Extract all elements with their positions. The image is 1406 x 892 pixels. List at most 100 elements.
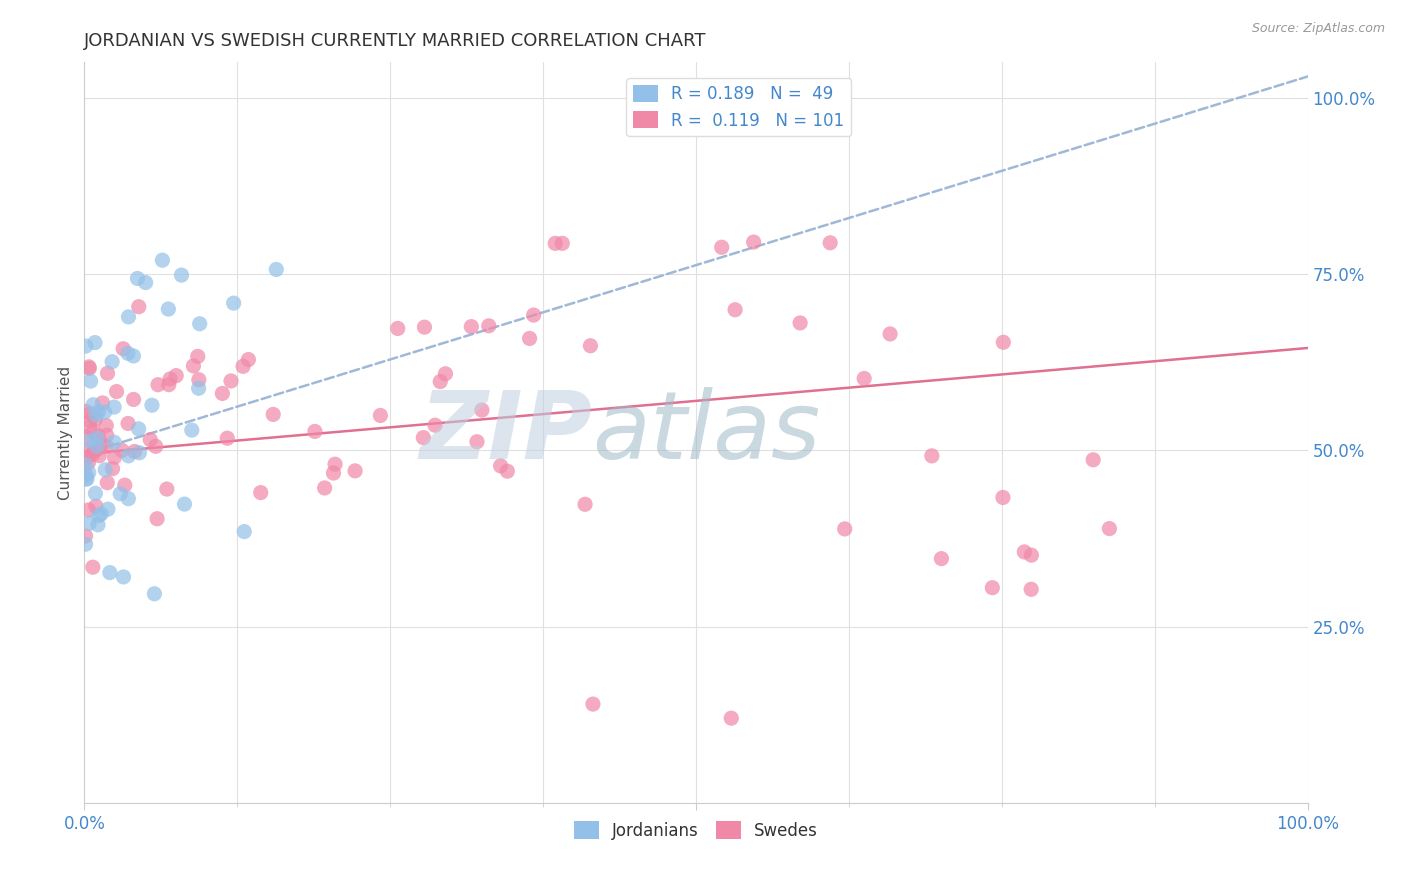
- Point: [238, 352, 260, 367]
- Point: [478, 318, 501, 333]
- Point: [77, 503, 100, 517]
- Point: [82, 424, 104, 438]
- Point: [91, 396, 114, 410]
- Point: [103, 435, 125, 450]
- Point: [217, 431, 239, 445]
- Point: [112, 342, 135, 356]
- Point: [111, 443, 134, 458]
- Point: [370, 409, 392, 423]
- Point: [156, 482, 179, 496]
- Point: [146, 512, 169, 526]
- Point: [75, 529, 97, 543]
- Point: [117, 417, 139, 431]
- Point: [86, 439, 108, 453]
- Point: [75, 472, 97, 486]
- Point: [1021, 548, 1043, 562]
- Point: [97, 502, 120, 516]
- Point: [165, 368, 187, 383]
- Point: [551, 236, 574, 251]
- Point: [544, 236, 567, 251]
- Point: [110, 487, 132, 501]
- Point: [135, 276, 157, 290]
- Point: [879, 326, 901, 341]
- Point: [96, 440, 118, 454]
- Point: [222, 296, 245, 310]
- Point: [139, 433, 162, 447]
- Point: [981, 581, 1004, 595]
- Point: [720, 711, 742, 725]
- Point: [187, 350, 209, 364]
- Point: [314, 481, 336, 495]
- Point: [412, 431, 434, 445]
- Point: [79, 374, 101, 388]
- Point: [1019, 582, 1042, 597]
- Legend: Jordanians, Swedes: Jordanians, Swedes: [568, 814, 824, 847]
- Point: [77, 361, 100, 376]
- Point: [79, 414, 101, 428]
- Text: Source: ZipAtlas.com: Source: ZipAtlas.com: [1251, 22, 1385, 36]
- Point: [112, 570, 135, 584]
- Point: [323, 457, 346, 471]
- Point: [75, 339, 97, 353]
- Point: [128, 300, 150, 314]
- Point: [90, 507, 112, 521]
- Point: [249, 485, 271, 500]
- Point: [170, 268, 193, 282]
- Point: [143, 587, 166, 601]
- Point: [84, 412, 107, 426]
- Point: [188, 317, 211, 331]
- Point: [87, 442, 110, 456]
- Point: [96, 366, 118, 380]
- Point: [79, 434, 101, 448]
- Point: [93, 405, 115, 419]
- Point: [789, 316, 811, 330]
- Point: [94, 463, 117, 477]
- Point: [460, 319, 482, 334]
- Point: [117, 449, 139, 463]
- Point: [77, 443, 100, 458]
- Point: [76, 450, 98, 465]
- Point: [523, 308, 546, 322]
- Point: [82, 447, 104, 461]
- Point: [219, 374, 242, 388]
- Point: [262, 408, 284, 422]
- Point: [183, 359, 205, 373]
- Point: [465, 434, 488, 449]
- Point: [76, 472, 98, 486]
- Point: [96, 475, 118, 490]
- Point: [75, 468, 97, 483]
- Y-axis label: Currently Married: Currently Married: [58, 366, 73, 500]
- Point: [931, 551, 953, 566]
- Point: [429, 375, 451, 389]
- Point: [75, 537, 97, 551]
- Point: [423, 418, 446, 433]
- Point: [82, 560, 104, 574]
- Point: [124, 444, 146, 458]
- Point: [105, 384, 128, 399]
- Point: [1081, 452, 1104, 467]
- Point: [232, 359, 254, 374]
- Point: [75, 404, 97, 418]
- Point: [152, 253, 174, 268]
- Point: [84, 499, 107, 513]
- Point: [434, 367, 457, 381]
- Point: [266, 262, 288, 277]
- Point: [471, 403, 494, 417]
- Point: [75, 458, 97, 472]
- Point: [304, 425, 326, 439]
- Point: [921, 449, 943, 463]
- Point: [582, 697, 605, 711]
- Point: [834, 522, 856, 536]
- Point: [75, 430, 97, 444]
- Point: [89, 449, 111, 463]
- Point: [322, 466, 344, 480]
- Point: [496, 464, 519, 478]
- Point: [101, 354, 124, 368]
- Point: [87, 429, 110, 443]
- Point: [187, 373, 209, 387]
- Point: [87, 404, 110, 418]
- Point: [173, 497, 195, 511]
- Point: [128, 422, 150, 436]
- Text: JORDANIAN VS SWEDISH CURRENTLY MARRIED CORRELATION CHART: JORDANIAN VS SWEDISH CURRENTLY MARRIED C…: [84, 32, 707, 50]
- Point: [141, 398, 163, 412]
